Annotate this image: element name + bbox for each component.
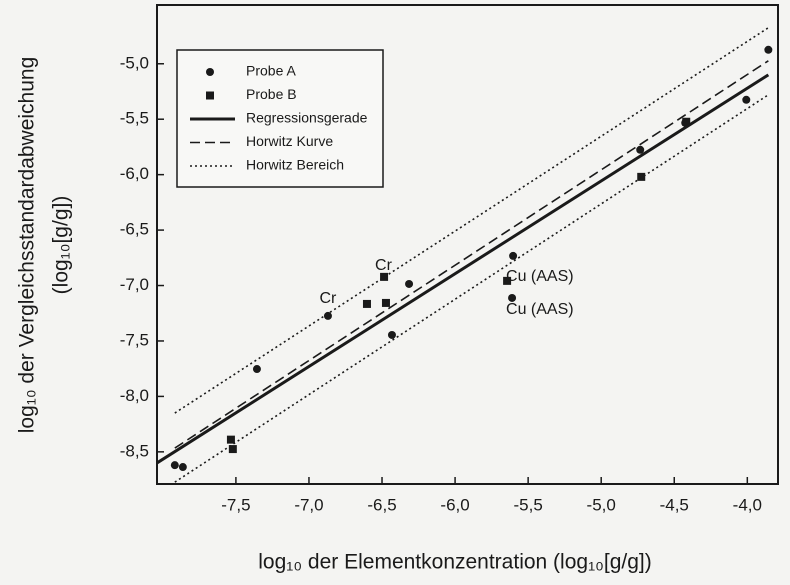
point: [764, 45, 773, 54]
y-tick-label: -5,5: [120, 109, 149, 128]
annotation: Cr: [320, 290, 338, 307]
legend-label: Regressionsgerade: [246, 110, 368, 126]
point: [228, 445, 237, 454]
plot-frame: [156, 4, 779, 485]
legend-label: Horwitz Kurve: [246, 133, 333, 149]
y-tick-label: -8,0: [120, 386, 149, 405]
line: [156, 73, 770, 465]
point: [323, 311, 332, 320]
legend-marker: [206, 68, 214, 76]
x-tick-label: -6,0: [440, 495, 469, 514]
point: [742, 95, 751, 104]
y-axis-label: (log₁₀[g/g]): [50, 196, 73, 295]
point: [509, 251, 518, 260]
legend-label: Probe A: [246, 63, 296, 79]
legend-marker: [206, 91, 214, 100]
annotation: Cu (AAS): [506, 268, 574, 285]
y-tick-label: -7,0: [120, 275, 149, 294]
x-tick-label: -6,5: [367, 495, 396, 514]
x-tick-label: -4,0: [733, 495, 762, 514]
x-tick-label: -7,5: [221, 495, 250, 514]
x-tick-label: -7,0: [294, 495, 323, 514]
point: [387, 330, 396, 339]
point: [178, 463, 187, 472]
x-tick-label: -5,0: [587, 495, 616, 514]
point: [682, 117, 691, 126]
y-tick-label: -6,0: [120, 164, 149, 183]
annotation: Cu (AAS): [506, 301, 574, 318]
point: [226, 435, 235, 444]
y-tick-label: -7,5: [120, 330, 149, 349]
y-tick-label: -5,0: [120, 53, 149, 72]
x-tick-label: -5,5: [513, 495, 542, 514]
point: [405, 279, 414, 288]
y-axis-label: log₁₀ der Vergleichsstandardabweichung: [16, 57, 39, 434]
point: [381, 298, 390, 307]
x-tick-label: -4,5: [660, 495, 689, 514]
legend-label: Probe B: [246, 86, 297, 102]
y-tick-label: -6,5: [120, 220, 149, 239]
point: [380, 272, 389, 281]
point: [508, 293, 517, 302]
line: [174, 60, 769, 449]
point: [362, 299, 371, 308]
annotation: Cr: [375, 257, 393, 274]
point: [636, 145, 645, 154]
y-tick-label: -8,5: [120, 441, 149, 460]
point: [637, 172, 646, 181]
line: [174, 94, 769, 483]
point: [252, 365, 261, 374]
legend-label: Horwitz Bereich: [246, 157, 344, 173]
x-axis-label: log₁₀ der Elementkonzentration (log₁₀[g/…: [258, 551, 651, 574]
point: [170, 461, 179, 470]
point: [503, 276, 512, 285]
